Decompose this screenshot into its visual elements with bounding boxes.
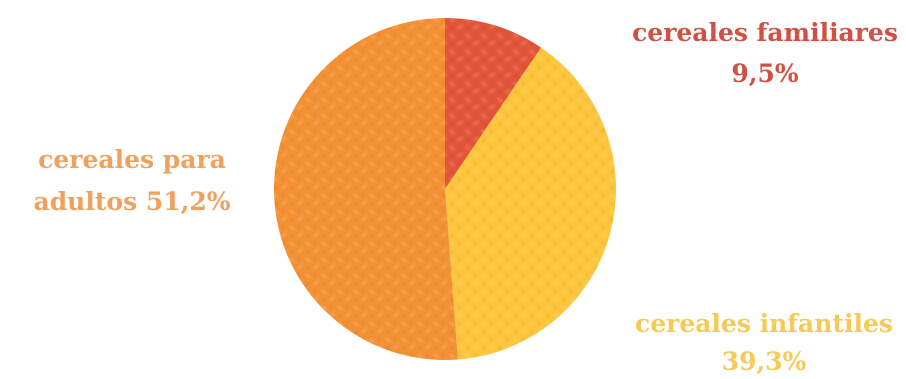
- label-infantiles-value: 39,3%: [722, 347, 807, 376]
- pie-texture: [274, 18, 616, 360]
- label-adultos-value: adultos 51,2%: [34, 187, 231, 216]
- label-familiares-name: cereales familiares: [632, 18, 898, 47]
- label-adultos-name: cereales para: [38, 145, 226, 174]
- label-infantiles-name: cereales infantiles: [635, 309, 893, 338]
- label-familiares-value: 9,5%: [731, 59, 798, 88]
